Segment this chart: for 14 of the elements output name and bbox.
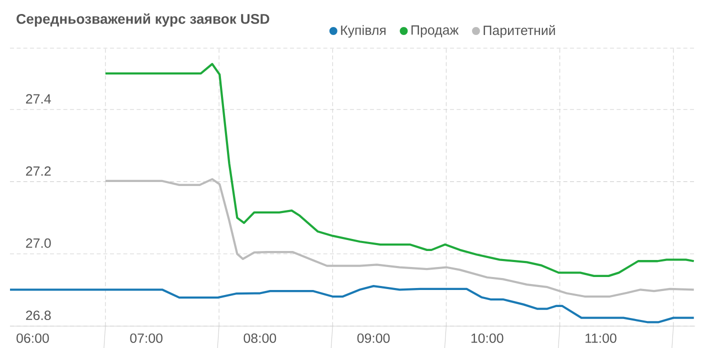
x-tick-label: 09:00: [357, 333, 390, 343]
x-tick-label: 06:00: [16, 333, 49, 343]
legend-label: Купівля: [341, 25, 386, 38]
x-tick-label: 07:00: [130, 333, 162, 343]
x-tick-label: 08:00: [244, 333, 276, 343]
legend-label: Паритетний: [484, 25, 555, 38]
legend-label: Продаж: [411, 25, 459, 38]
y-tick-label: 27.0: [26, 238, 51, 248]
x-tick-label: 11:00: [586, 333, 616, 343]
chart-title: Середньозважений курс заявок USD: [16, 13, 270, 27]
y-tick-label: 27.4: [26, 94, 51, 104]
y-tick-label: 26.8: [26, 310, 51, 320]
x-tick-label: 10:00: [471, 333, 504, 343]
y-tick-label: 27.2: [26, 166, 51, 176]
